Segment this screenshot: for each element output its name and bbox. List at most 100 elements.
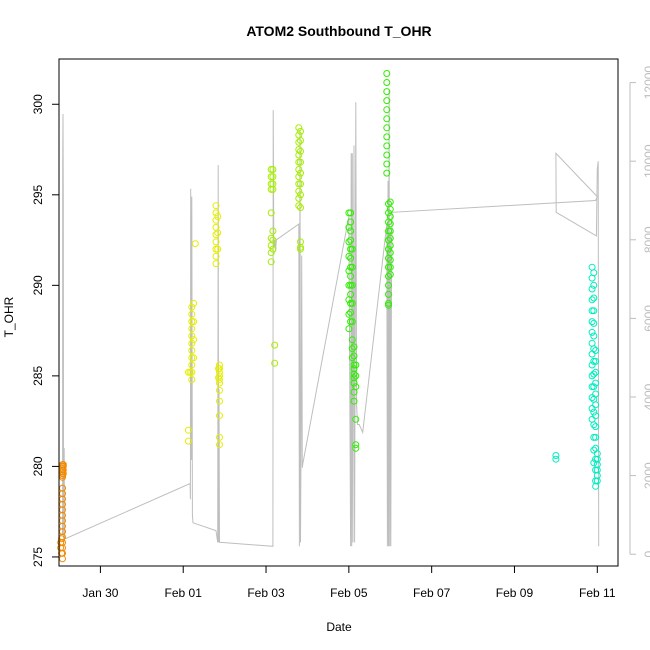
data-point <box>215 365 223 373</box>
data-point <box>348 345 356 353</box>
data-point <box>383 106 391 114</box>
data-point <box>345 310 353 318</box>
data-point <box>269 185 277 193</box>
data-point <box>59 461 67 469</box>
y-tick-label: 290 <box>31 275 45 295</box>
data-point <box>386 205 394 213</box>
data-point <box>386 242 394 249</box>
data-point <box>297 158 304 166</box>
data-point <box>188 361 196 369</box>
data-point <box>216 397 223 405</box>
data-point <box>297 191 304 199</box>
data-point <box>347 227 355 235</box>
data-point <box>590 459 598 467</box>
data-point <box>297 147 304 155</box>
data-point <box>593 472 601 479</box>
data-point <box>590 345 598 353</box>
data-point <box>386 198 394 206</box>
data-point <box>297 180 304 188</box>
data-point <box>297 169 304 177</box>
data-point <box>588 296 596 304</box>
data-point <box>350 374 358 382</box>
y-tick-label: 275 <box>31 547 45 567</box>
data-point <box>588 318 596 326</box>
data-point <box>552 452 560 459</box>
data-point <box>350 365 358 373</box>
data-point <box>348 299 356 307</box>
data-point <box>588 328 596 336</box>
data-point <box>348 336 356 344</box>
data-point <box>295 138 303 146</box>
y-axis: 275 280 285 290 295 300 <box>31 94 59 567</box>
data-point <box>383 133 391 141</box>
data-point <box>269 166 277 173</box>
data-point <box>269 236 277 244</box>
y-tick-label: 280 <box>31 456 45 476</box>
data-point <box>348 245 356 253</box>
data-point <box>350 379 358 387</box>
x-tick-label: Feb 05 <box>330 586 368 600</box>
data-point <box>347 272 355 280</box>
data-point <box>383 88 391 96</box>
right-tick-label: 6000 <box>642 305 650 332</box>
data-point <box>347 290 355 298</box>
data-point <box>188 339 196 347</box>
data-point <box>383 142 391 150</box>
data-point <box>590 269 598 277</box>
data-point <box>295 151 303 159</box>
data-point <box>188 303 196 311</box>
data-point <box>592 433 600 441</box>
right-tick-label: 2000 <box>642 462 650 489</box>
data-point <box>590 446 598 454</box>
data-point <box>345 252 353 260</box>
data-point <box>552 455 560 463</box>
data-point <box>590 408 598 416</box>
data-point <box>188 332 196 340</box>
data-point <box>297 137 304 144</box>
data-point <box>297 204 304 211</box>
data-point <box>383 169 391 177</box>
y-axis-label: T_OHR <box>2 296 16 337</box>
data-point <box>216 361 223 369</box>
data-point <box>352 441 360 449</box>
data-point <box>214 213 222 220</box>
data-point <box>271 359 279 367</box>
data-point <box>188 325 196 333</box>
data-point <box>347 309 355 316</box>
data-point <box>216 412 223 420</box>
data-point <box>386 271 394 278</box>
data-point <box>345 238 353 246</box>
data-point <box>212 252 220 260</box>
x-tick-label: Feb 01 <box>165 586 203 600</box>
data-point <box>383 97 391 105</box>
secondary-series-layer <box>62 90 600 547</box>
data-point <box>348 318 356 326</box>
scatter-points-layer <box>57 70 601 563</box>
data-point <box>216 433 223 441</box>
data-point <box>386 213 394 220</box>
data-point <box>593 477 601 485</box>
data-point <box>212 260 220 268</box>
data-point <box>215 374 223 382</box>
right-tick-label: 8000 <box>642 226 650 253</box>
data-point <box>383 70 391 77</box>
chart-title: ATOM2 Southbound T_OHR <box>246 23 431 39</box>
data-point <box>352 361 360 369</box>
data-point <box>352 444 360 452</box>
data-point <box>383 160 391 168</box>
data-point <box>212 202 220 210</box>
data-point <box>588 405 596 412</box>
data-point <box>188 347 196 354</box>
data-point <box>184 426 192 434</box>
plot-frame <box>58 58 619 567</box>
data-point <box>350 352 358 360</box>
data-point <box>348 263 356 271</box>
data-point <box>352 415 360 423</box>
data-point <box>347 218 355 226</box>
data-point <box>214 229 222 237</box>
data-point <box>188 310 196 318</box>
data-point <box>350 397 358 405</box>
y-tick-label: 295 <box>31 184 45 204</box>
data-point <box>590 383 598 391</box>
data-point <box>295 166 303 173</box>
